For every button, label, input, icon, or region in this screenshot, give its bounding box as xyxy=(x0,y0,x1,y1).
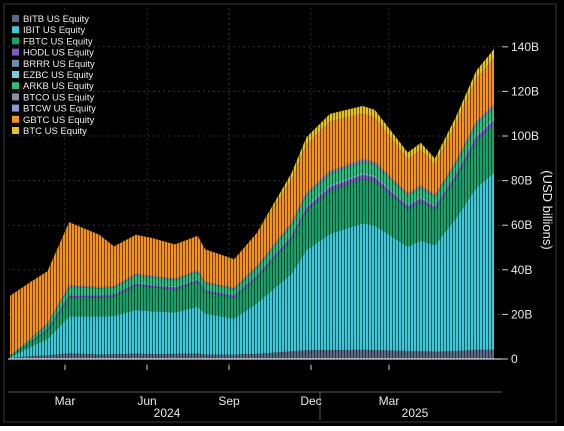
bar-texture-overlay xyxy=(8,8,502,365)
legend-label-fbtc: FBTC US Equity xyxy=(23,36,93,47)
x-tick-label-month: Sep xyxy=(218,394,240,408)
legend-label-bitb: BITB US Equity xyxy=(23,14,89,25)
legend-swatch-gbtc xyxy=(12,115,19,123)
y-tick-label: 60B xyxy=(511,218,532,232)
y-tick-label: 40B xyxy=(511,263,532,277)
legend-label-btco: BTCO US Equity xyxy=(23,92,95,103)
legend-label-arkb: ARKB US Equity xyxy=(23,81,94,92)
x-axis: Mar Jun Sep Dec Mar 2024 2025 xyxy=(55,365,429,420)
y-tick-label: 120B xyxy=(511,84,539,98)
legend-swatch-btco xyxy=(12,93,19,101)
y-axis: 0 20B 40B 60B 80B 100B 120B 140B xyxy=(502,40,539,366)
legend-swatch-arkb xyxy=(12,82,19,90)
y-axis-label: (USD billions) xyxy=(540,170,555,249)
y-tick-label: 20B xyxy=(511,307,532,321)
legend-swatch-btc xyxy=(12,127,19,134)
legend-swatch-fbtc xyxy=(12,37,19,45)
y-tick-label: 140B xyxy=(511,40,539,54)
x-tick-label-month: Jun xyxy=(137,394,156,408)
y-tick-label: 100B xyxy=(511,129,539,143)
y-tick-label: 80B xyxy=(511,174,532,188)
chart-frame xyxy=(3,3,557,423)
x-tick-label-month: Mar xyxy=(379,394,400,408)
x-tick-label-year: 2024 xyxy=(154,406,181,420)
legend-swatch-btcw xyxy=(12,104,19,112)
x-tick-label-year: 2025 xyxy=(402,406,429,420)
y-tick-label: 0 xyxy=(511,352,518,366)
legend-label-ibit: IBIT US Equity xyxy=(23,25,85,36)
legend-label-ezbc: EZBC US Equity xyxy=(23,70,93,81)
legend-swatch-ibit xyxy=(12,26,19,34)
legend-label-btcw: BTCW US Equity xyxy=(23,104,96,115)
legend-label-brrr: BRRR US Equity xyxy=(23,59,95,70)
legend-swatch-brrr xyxy=(12,59,19,67)
legend-swatch-bitb xyxy=(12,15,19,22)
legend-label-hodl: HODL US Equity xyxy=(23,48,94,59)
legend-label-btc: BTC US Equity xyxy=(23,126,87,137)
legend-swatch-hodl xyxy=(12,48,19,56)
legend-label-gbtc: GBTC US Equity xyxy=(23,115,95,126)
legend-swatch-ezbc xyxy=(12,71,19,78)
x-tick-label-month: Dec xyxy=(300,394,321,408)
x-tick-label-month: Mar xyxy=(55,394,76,408)
